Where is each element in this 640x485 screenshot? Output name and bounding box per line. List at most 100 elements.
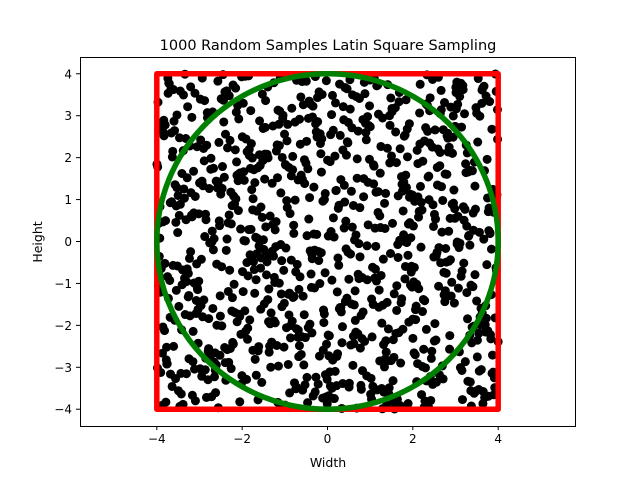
sample-point [279,265,289,275]
sample-point [448,111,458,121]
sample-point [282,196,292,206]
sample-point [251,370,261,380]
sample-point [191,309,201,319]
sample-point [479,234,489,244]
sample-point [453,283,463,293]
sample-point [283,359,293,369]
sample-point [261,222,271,232]
sample-point [330,366,340,376]
sample-point [245,315,255,325]
sample-point [440,297,450,307]
sample-point [323,231,333,241]
sample-point [255,160,265,170]
sample-point [250,178,260,188]
sample-point [224,210,234,220]
sample-point [389,289,399,299]
sample-point [260,174,270,184]
sample-point [429,209,439,219]
y-tick-label: 0 [64,235,72,249]
sample-point [248,257,258,267]
sample-point [327,383,337,393]
sample-point [172,183,182,193]
y-tick-label: −3 [54,361,72,375]
sample-point [292,382,302,392]
sample-point [299,155,309,165]
sample-point [381,336,391,346]
sample-point [385,158,395,168]
sample-point [463,314,473,324]
sample-point [171,374,181,384]
sample-point [248,345,258,355]
sample-point [263,153,273,163]
sample-point [346,340,356,350]
sample-point [472,335,482,345]
sample-point [305,193,315,203]
sample-point [231,83,241,93]
sample-point [195,364,205,374]
sample-point [240,306,250,316]
sample-point [430,125,440,135]
sample-point [279,342,289,352]
sample-point [324,351,334,361]
sample-point [319,318,329,328]
sample-point [465,240,475,250]
sample-point [304,214,314,224]
sample-point [359,192,369,202]
sample-point [402,152,412,162]
sample-point [401,170,411,180]
sample-point [208,245,218,255]
sample-point [282,203,292,213]
sample-point [272,140,282,150]
sample-point [481,313,491,323]
sample-point [393,240,403,250]
sample-point [193,285,203,295]
sample-point [370,264,380,274]
sample-point [302,231,312,241]
sample-point [386,151,396,161]
sample-point [250,288,260,298]
sample-point [427,346,437,356]
sample-point [435,161,445,171]
x-axis-ticks: −4 −2 0 2 4 [148,426,502,446]
sample-point [184,253,194,263]
sample-point [276,289,286,299]
sample-point [223,143,233,153]
sample-point [217,162,227,172]
sample-point [381,188,391,198]
sample-point [277,302,287,312]
sample-point [228,337,238,347]
sample-point [306,269,316,279]
sample-point [313,93,323,103]
sample-point [374,285,384,295]
sample-point [400,261,410,271]
sample-point [327,90,337,100]
sample-point [371,241,381,251]
sample-point [273,173,282,183]
sample-point [375,168,385,178]
sample-point [438,374,448,384]
sample-point [416,197,426,207]
sample-point [423,126,433,136]
sample-point [360,89,370,99]
sample-point [238,287,248,297]
sample-point [348,90,358,100]
sample-point [387,103,397,113]
sample-point [237,371,247,381]
sample-point [229,279,239,289]
sample-point [177,169,187,178]
sample-point [215,291,225,301]
sample-point [258,123,268,133]
sample-point [184,290,194,300]
y-tick-label: −2 [54,319,72,333]
sample-point [448,132,458,142]
sample-point [408,221,418,231]
sample-point [321,76,331,86]
sample-point [242,258,252,268]
x-tick-label: 2 [409,432,417,446]
sample-point [441,268,451,278]
sample-point [365,101,375,111]
sample-point [486,244,496,254]
sample-point [338,102,348,112]
